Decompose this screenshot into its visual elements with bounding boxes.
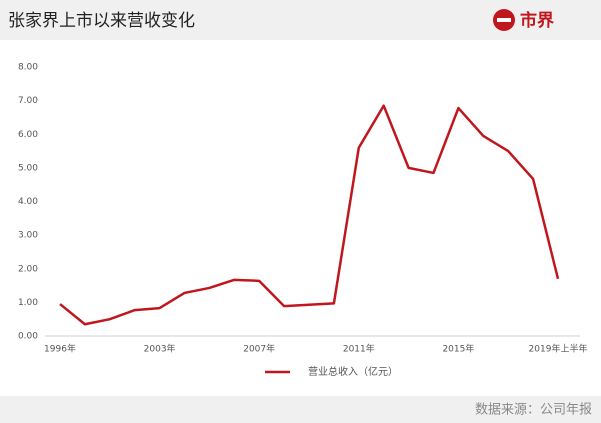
- y-tick-label: 6.00: [18, 130, 38, 140]
- y-tick-label: 4.00: [18, 197, 38, 207]
- y-tick-label: 5.00: [18, 163, 38, 173]
- footer-bar: [0, 396, 601, 423]
- title: 张家界上市以来营收变化: [8, 11, 195, 31]
- legend-label: 营业总收入（亿元）: [308, 365, 398, 378]
- y-tick-label: 8.00: [18, 63, 38, 73]
- logo-icon-bar: [497, 18, 511, 22]
- x-tick-label: 1996年: [44, 343, 76, 355]
- y-tick-label: 3.00: [18, 231, 38, 241]
- x-tick-label: 2007年: [243, 343, 275, 355]
- x-tick-label: 2011年: [343, 343, 375, 355]
- x-tick-label: 2019年上半年: [529, 343, 588, 355]
- y-tick-label: 7.00: [18, 96, 38, 106]
- source: 数据来源：公司年报: [475, 403, 592, 418]
- y-tick-label: 1.00: [18, 298, 38, 308]
- y-tick-label: 2.00: [18, 264, 38, 274]
- y-tick-label: 0.00: [18, 332, 38, 342]
- logo-text: 市界: [520, 10, 554, 31]
- line: [59, 104, 560, 326]
- x-tick-label: 2015年: [442, 343, 474, 355]
- x-tick-label: 2003年: [144, 343, 176, 355]
